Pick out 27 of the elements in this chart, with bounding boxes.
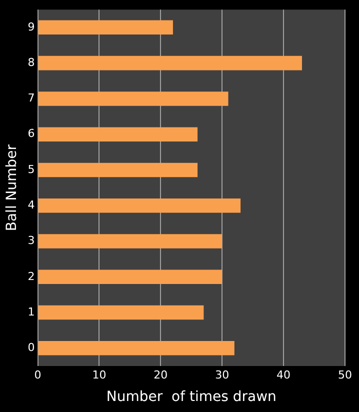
bar xyxy=(38,92,228,106)
x-tick-label: 20 xyxy=(154,368,168,382)
y-tick-label: 1 xyxy=(28,305,35,318)
y-tick-label: 6 xyxy=(28,127,35,140)
y-tick-label: 5 xyxy=(28,162,35,176)
bar xyxy=(38,198,241,213)
y-axis-title: Ball Number xyxy=(4,144,20,232)
y-tick-label: 3 xyxy=(28,234,35,248)
y-tick-label: 2 xyxy=(28,270,35,283)
bar xyxy=(38,270,222,284)
bar xyxy=(38,234,222,248)
bar xyxy=(38,305,204,320)
y-tick-label: 4 xyxy=(28,198,35,212)
y-tick-label: 7 xyxy=(28,92,35,105)
y-tick-label: 0 xyxy=(28,341,35,354)
bar xyxy=(38,127,198,142)
y-tick-label: 8 xyxy=(28,56,35,69)
y-tick-label: 9 xyxy=(28,20,35,34)
x-tick-label: 10 xyxy=(92,368,106,382)
bar xyxy=(38,20,173,35)
bar xyxy=(38,56,302,70)
x-tick-label: 30 xyxy=(215,368,230,382)
x-tick-label: 40 xyxy=(276,368,291,382)
x-tick-label: 50 xyxy=(338,368,352,382)
bar xyxy=(38,162,198,178)
bar xyxy=(38,341,234,356)
x-axis-title: Number of times drawn xyxy=(106,389,276,406)
